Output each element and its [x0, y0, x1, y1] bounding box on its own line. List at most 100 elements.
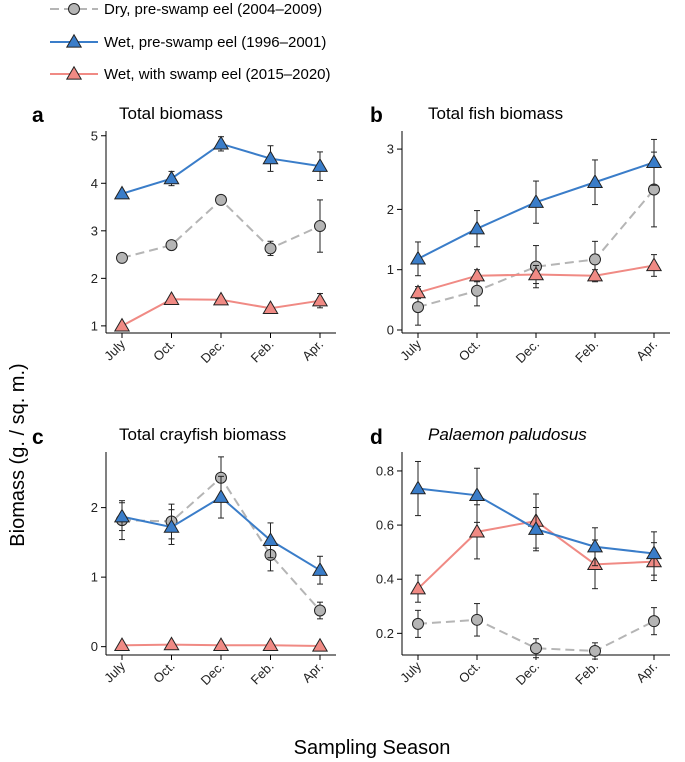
data-point — [163, 170, 180, 185]
y-tick-label: 0.4 — [376, 572, 394, 587]
x-tick-label: Feb. — [572, 337, 601, 366]
data-point — [311, 637, 329, 652]
data-point — [163, 518, 180, 533]
panel-d: d Palaemon paludosus 0.2 0.4 0.6 0.8 July Oct. D… — [370, 425, 670, 688]
x-tick-label: Feb. — [248, 337, 277, 366]
legend-label: Dry, pre-swamp eel (2004–2009) — [104, 1, 322, 18]
x-axis-label: Sampling Season — [294, 737, 451, 759]
data-point — [468, 523, 486, 538]
data-point — [589, 253, 601, 266]
series-wet-with-swamp-eel — [113, 291, 329, 332]
data-point — [215, 193, 227, 206]
data-point — [311, 561, 329, 576]
y-tick-label: 4 — [91, 176, 98, 191]
y-tick-label: 2 — [387, 202, 394, 217]
data-point — [212, 488, 230, 503]
data-point — [262, 637, 279, 651]
data-point — [589, 644, 601, 657]
data-point — [262, 532, 279, 546]
data-point — [314, 220, 326, 233]
series-wet-pre-swamp-eel — [409, 460, 663, 576]
x-tick-label: Apr. — [633, 337, 660, 364]
x-tick-label: Feb. — [248, 659, 277, 688]
data-point — [113, 637, 131, 651]
data-point — [468, 267, 486, 282]
legend-triangle-marker — [65, 33, 83, 48]
data-point — [212, 135, 230, 150]
x-tick-label: July — [397, 658, 424, 685]
x-tick-label: July — [101, 336, 128, 363]
x-tick-label: Dec. — [198, 659, 228, 689]
panel-letter: a — [32, 104, 44, 127]
y-tick-label: 0.2 — [376, 626, 394, 641]
panel-a: a Total biomass 1 2 3 4 5 July Oct. Dec. Feb. Apr. — [32, 104, 336, 366]
series-wet-pre-swamp-eel — [113, 135, 329, 200]
panel-letter: b — [370, 104, 383, 127]
legend-circle-marker — [68, 3, 80, 15]
y-tick-label: 1 — [387, 262, 394, 277]
panel-b: b Total fish biomass 0 1 2 3 July Oct. Dec. Feb. A… — [370, 104, 670, 366]
series-wet-with-swamp-eel — [113, 636, 329, 652]
x-tick-label: Dec. — [198, 337, 228, 367]
legend-label: Wet, with swamp eel (2015–2020) — [104, 66, 331, 83]
data-point — [113, 317, 131, 332]
series-wet-pre-swamp-eel — [113, 475, 329, 585]
x-tick-label: Dec. — [513, 659, 543, 689]
legend-item: Dry, pre-swamp eel (2004–2009) — [50, 1, 322, 18]
y-tick-label: 0.6 — [376, 518, 394, 533]
data-point — [527, 266, 545, 281]
data-point — [113, 508, 131, 523]
panel-title: Palaemon paludosus — [428, 425, 587, 444]
y-tick-label: 5 — [91, 128, 98, 143]
y-tick-label: 0 — [387, 322, 394, 337]
x-tick-label: July — [101, 658, 128, 685]
series-dry-pre-swamp-eel — [412, 603, 660, 660]
data-point — [262, 150, 279, 165]
y-tick-label: 2 — [91, 271, 98, 286]
series-line — [417, 188, 655, 309]
y-tick-label: 3 — [91, 223, 98, 238]
y-tick-label: 0 — [91, 639, 98, 654]
data-point — [530, 642, 542, 655]
x-tick-label: Oct. — [150, 659, 177, 686]
data-point — [262, 300, 279, 314]
series-line — [121, 198, 321, 259]
data-point — [527, 193, 545, 208]
data-point — [311, 292, 329, 307]
data-point — [468, 487, 486, 501]
data-point — [212, 291, 230, 306]
panel-c: c Total crayfish biomass 0 1 2 July Oct. Dec. Fe… — [32, 425, 336, 688]
y-tick-label: 2 — [91, 500, 98, 515]
data-point — [468, 220, 486, 235]
data-point — [163, 636, 180, 651]
data-point — [586, 267, 604, 282]
data-point — [412, 301, 424, 314]
y-tick-label: 1 — [91, 318, 98, 333]
y-tick-label: 1 — [91, 570, 98, 585]
data-point — [212, 637, 230, 651]
panel-title: Total fish biomass — [428, 104, 563, 123]
panel-title: Total biomass — [119, 104, 223, 123]
x-tick-label: Dec. — [513, 337, 543, 367]
legend-label: Wet, pre-swamp eel (1996–2001) — [104, 34, 326, 51]
data-point — [409, 284, 427, 299]
x-tick-label: Oct. — [150, 337, 177, 364]
data-point — [314, 604, 326, 617]
data-point — [311, 157, 329, 172]
data-point — [645, 257, 663, 272]
data-point — [471, 613, 483, 626]
data-point — [116, 251, 128, 264]
data-point — [645, 545, 663, 560]
x-tick-label: Apr. — [299, 659, 326, 686]
data-point — [412, 617, 424, 630]
x-tick-label: Oct. — [456, 337, 483, 364]
series-wet-pre-swamp-eel — [409, 138, 663, 277]
data-point — [163, 291, 180, 305]
data-point — [165, 239, 178, 252]
y-tick-label: 3 — [387, 142, 394, 157]
x-tick-label: Oct. — [456, 659, 483, 686]
panel-title: Total crayfish biomass — [119, 425, 286, 444]
data-point — [648, 615, 660, 628]
data-point — [264, 242, 277, 255]
